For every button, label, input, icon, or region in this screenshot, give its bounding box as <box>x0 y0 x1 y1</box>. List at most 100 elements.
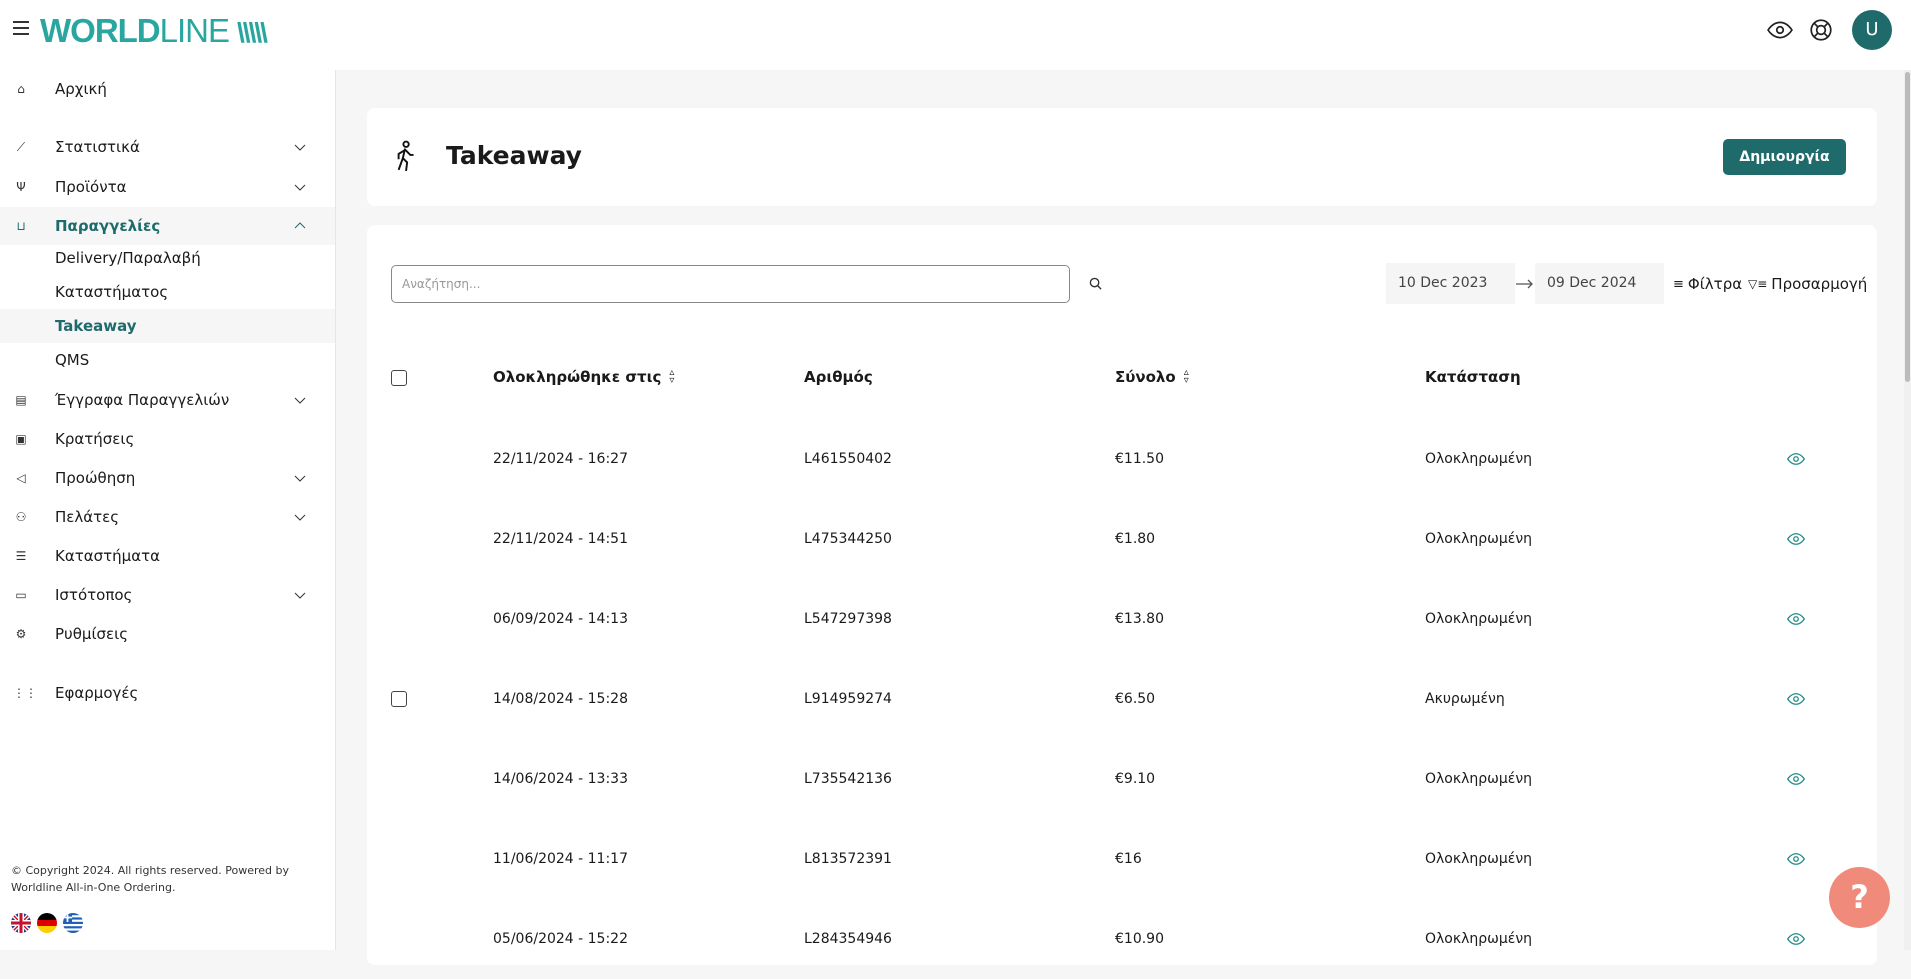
completed-cell: 14/06/2024 - 13:33 <box>493 771 628 787</box>
view-eye-icon[interactable] <box>1787 851 1805 867</box>
table-row[interactable]: 14/08/2024 - 15:28 L914959274 €6.50 Ακυρ… <box>367 659 1877 739</box>
completed-cell: 05/06/2024 - 15:22 <box>493 931 628 947</box>
scrollbar-thumb[interactable] <box>1905 72 1910 382</box>
sidebar: ⌂ Αρχική ⟋ Στατιστικά Ψ Προϊόντα ⊔ Παραγγελί… <box>0 70 336 950</box>
scrollbar[interactable] <box>1904 70 1911 950</box>
table-row[interactable]: 11/06/2024 - 11:17 L813572391 €16 Ολοκλη… <box>367 819 1877 899</box>
sidebar-item-settings[interactable]: ⚙ Ρυθμίσεις <box>0 615 335 653</box>
search-icon[interactable] <box>1089 277 1102 290</box>
date-from[interactable]: 10 Dec 2023 <box>1386 263 1515 304</box>
header-completed[interactable]: Ολοκληρώθηκε στις ▵ ▿ <box>493 367 675 387</box>
eye-icon[interactable] <box>1767 17 1793 43</box>
sidebar-item-stores[interactable]: ☰ Καταστήματα <box>0 537 335 575</box>
sidebar-item-products[interactable]: Ψ Προϊόντα <box>0 168 335 206</box>
table-row[interactable]: 06/09/2024 - 14:13 L547297398 €13.80 Ολο… <box>367 579 1877 659</box>
flag-uk-icon[interactable] <box>11 913 31 933</box>
view-eye-icon[interactable] <box>1787 531 1805 547</box>
help-button[interactable]: ? <box>1829 867 1890 928</box>
chart-icon: ⟋ <box>16 140 26 154</box>
table-row[interactable]: 05/06/2024 - 15:22 L284354946 €10.90 Ολο… <box>367 899 1877 979</box>
completed-cell: 22/11/2024 - 16:27 <box>493 451 628 467</box>
menu-icon[interactable] <box>13 21 29 35</box>
chevron-up-icon <box>294 222 306 229</box>
date-to[interactable]: 09 Dec 2024 <box>1535 263 1664 304</box>
status-cell: Ολοκληρωμένη <box>1425 931 1533 947</box>
page-header-card <box>367 108 1877 206</box>
sidebar-item-qms[interactable]: QMS <box>55 351 90 369</box>
total-cell: €9.10 <box>1115 771 1156 787</box>
funnel-list-icon: ▽≡ <box>1748 277 1768 291</box>
home-icon: ⌂ <box>17 82 25 96</box>
view-eye-icon[interactable] <box>1787 771 1805 787</box>
worldline-logo[interactable]: WORLDLINE \\\\\ <box>40 12 268 49</box>
customize-button[interactable]: ▽≡ Προσαρμογή <box>1748 275 1868 293</box>
status-cell: Ολοκληρωμένη <box>1425 771 1533 787</box>
sidebar-item-in-store[interactable]: Καταστήματος <box>55 283 169 301</box>
arrow-right-icon <box>1516 279 1533 289</box>
sidebar-item-customers[interactable]: ⚇ Πελάτες <box>0 498 335 536</box>
sidebar-item-home[interactable]: ⌂ Αρχική <box>0 70 335 108</box>
total-cell: €13.80 <box>1115 611 1164 627</box>
total-cell: €6.50 <box>1115 691 1156 707</box>
header-number: Αριθμός <box>804 368 873 386</box>
flag-de-icon[interactable] <box>37 913 57 933</box>
total-cell: €16 <box>1115 851 1142 867</box>
view-eye-icon[interactable] <box>1787 451 1805 467</box>
chevron-down-icon <box>294 397 306 404</box>
chevron-down-icon <box>294 184 306 191</box>
store-icon: ☰ <box>15 549 27 563</box>
create-button[interactable]: Δημιουργία <box>1723 139 1846 175</box>
search-input[interactable] <box>391 265 1070 303</box>
number-cell: L914959274 <box>804 691 892 707</box>
total-cell: €10.90 <box>1115 931 1164 947</box>
sidebar-item-delivery[interactable]: Delivery/Παραλαβή <box>55 249 201 267</box>
header-status: Κατάσταση <box>1425 368 1521 386</box>
number-cell: L475344250 <box>804 531 892 547</box>
flag-gr-icon[interactable] <box>63 913 83 933</box>
chevron-down-icon <box>294 592 306 599</box>
number-cell: L735542136 <box>804 771 892 787</box>
browser-icon: ▭ <box>15 588 27 602</box>
status-cell: Ολοκληρωμένη <box>1425 611 1533 627</box>
table-row[interactable]: 22/11/2024 - 16:27 L461550402 €11.50 Ολο… <box>367 419 1877 499</box>
table-row[interactable]: 14/06/2024 - 13:33 L735542136 €9.10 Ολοκ… <box>367 739 1877 819</box>
sidebar-item-website[interactable]: ▭ Ιστότοπος <box>0 576 335 614</box>
chevron-down-icon <box>294 475 306 482</box>
view-eye-icon[interactable] <box>1787 611 1805 627</box>
users-icon: ⚇ <box>15 510 27 524</box>
total-cell: €11.50 <box>1115 451 1164 467</box>
grid-icon: ⋮⋮ <box>13 686 37 700</box>
sidebar-item-order-documents[interactable]: ▤ Έγγραφα Παραγγελιών <box>0 381 335 419</box>
support-icon[interactable] <box>1808 17 1834 43</box>
select-all-checkbox[interactable] <box>391 370 407 386</box>
bag-icon: ⊔ <box>16 219 26 233</box>
avatar[interactable]: U <box>1852 10 1892 50</box>
orders-card <box>367 225 1877 965</box>
number-cell: L813572391 <box>804 851 892 867</box>
sort-icon: ▵ ▿ <box>669 367 675 386</box>
sidebar-item-promotion[interactable]: ◁ Προώθηση <box>0 459 335 497</box>
view-eye-icon[interactable] <box>1787 931 1805 947</box>
filter-icon: ≡ <box>1673 276 1684 292</box>
sidebar-item-apps[interactable]: ⋮⋮ Εφαρμογές <box>13 684 139 702</box>
sidebar-item-takeaway[interactable]: Takeaway <box>0 309 335 343</box>
document-icon: ▤ <box>15 393 27 407</box>
row-checkbox[interactable] <box>391 691 407 707</box>
sidebar-item-statistics[interactable]: ⟋ Στατιστικά <box>0 128 335 166</box>
status-cell: Ακυρωμένη <box>1425 691 1505 707</box>
megaphone-icon: ◁ <box>16 471 26 485</box>
table-row[interactable]: 22/11/2024 - 14:51 L475344250 €1.80 Ολοκ… <box>367 499 1877 579</box>
top-bar: WORLDLINE \\\\\ U <box>0 0 1911 70</box>
walking-person-icon <box>397 140 414 172</box>
completed-cell: 22/11/2024 - 14:51 <box>493 531 628 547</box>
total-cell: €1.80 <box>1115 531 1156 547</box>
number-cell: L461550402 <box>804 451 892 467</box>
header-total[interactable]: Σύνολο ▵ ▿ <box>1115 367 1189 387</box>
cutlery-icon: Ψ <box>16 180 26 194</box>
sidebar-item-orders[interactable]: ⊔ Παραγγελίες <box>0 207 335 245</box>
chevron-down-icon <box>294 514 306 521</box>
sidebar-item-reservations[interactable]: ▣ Κρατήσεις <box>0 420 335 458</box>
view-eye-icon[interactable] <box>1787 691 1805 707</box>
status-cell: Ολοκληρωμένη <box>1425 851 1533 867</box>
filters-button[interactable]: ≡ Φίλτρα <box>1673 275 1743 293</box>
